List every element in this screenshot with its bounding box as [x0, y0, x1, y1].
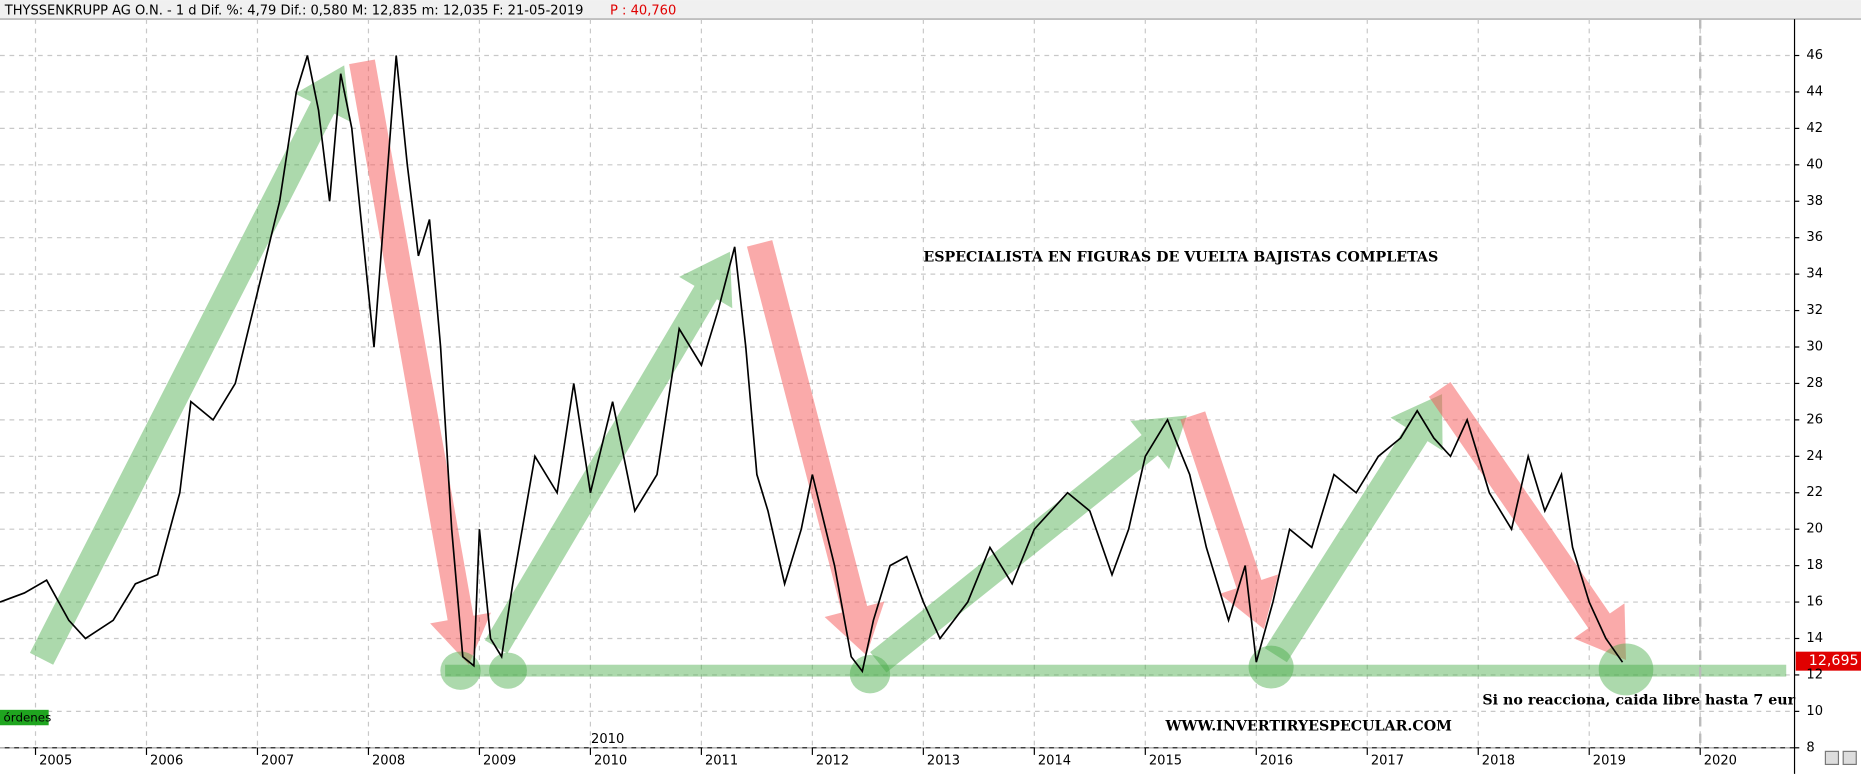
orders-button[interactable] [0, 709, 49, 726]
annotation: WWW.INVERTIRYESPECULAR.COM [1164, 718, 1452, 734]
x-tick-label: 2010 [594, 753, 627, 768]
y-tick-label: 8 [1806, 740, 1814, 755]
y-tick-label: 22 [1806, 485, 1823, 500]
y-tick-label: 38 [1806, 194, 1823, 209]
y-tick-label: 34 [1806, 267, 1823, 282]
y-tick-label: 30 [1806, 340, 1823, 355]
y-tick-label: 18 [1806, 558, 1823, 573]
x-tick-label: 2013 [927, 753, 960, 768]
x-tick-label: 2017 [1371, 753, 1404, 768]
bottom-circle [440, 651, 481, 690]
x-tick-label: 2012 [816, 753, 849, 768]
bottom-circle [1248, 645, 1294, 689]
price-line [0, 55, 1624, 674]
last-price-box [1795, 651, 1861, 671]
x-tick-label: 2015 [1149, 753, 1182, 768]
x-tick-label: 2014 [1038, 753, 1071, 768]
x-tick-label: 2006 [150, 753, 183, 768]
bottom-circle [488, 652, 527, 689]
trend-arrow [1180, 411, 1279, 630]
y-tick-label: 10 [1806, 704, 1823, 719]
support-band [445, 664, 1787, 677]
drawings [29, 19, 1787, 748]
y-tick-label: 14 [1806, 631, 1823, 646]
trend-arrow [1264, 394, 1443, 663]
y-tick-label: 26 [1806, 412, 1823, 427]
toolbar-button[interactable] [1842, 750, 1857, 766]
y-tick-label: 24 [1806, 449, 1823, 464]
trend-arrow [746, 240, 885, 656]
series [0, 55, 1624, 674]
x-tick-label: 2016 [1260, 753, 1293, 768]
trend-arrow [1428, 381, 1627, 660]
y-tick-label: 16 [1806, 595, 1823, 610]
y-tick-label: 28 [1806, 376, 1823, 391]
y-tick-label: 36 [1806, 230, 1823, 245]
trend-arrow [29, 65, 351, 665]
y-tick-label: 32 [1806, 303, 1823, 318]
x-tick-label: 2011 [705, 753, 738, 768]
bottom-circle [849, 655, 891, 694]
x-marker-label: 2010 [591, 732, 624, 747]
header-text: THYSSENKRUPP AG O.N. - 1 d Dif. %: 4,79 … [4, 3, 584, 18]
y-tick-label: 12 [1806, 667, 1823, 682]
y-tick-label: 46 [1806, 48, 1823, 63]
last-price-label: 12,695 [1809, 653, 1859, 669]
annotation: ESPECIALISTA EN FIGURAS DE VUELTA BAJIST… [923, 250, 1438, 266]
bottom-circle [1598, 643, 1654, 696]
x-tick-label: 2008 [372, 753, 405, 768]
y-tick-label: 20 [1806, 522, 1823, 537]
orders-label[interactable]: órdenes [4, 711, 52, 725]
x-tick-label: 2019 [1593, 753, 1626, 768]
header-price: P : 40,760 [610, 3, 676, 18]
y-tick-label: 42 [1806, 121, 1823, 136]
x-tick-label: 2005 [39, 753, 72, 768]
x-tick-label: 2009 [483, 753, 516, 768]
grid [0, 19, 1795, 749]
x-tick-label: 2018 [1482, 753, 1515, 768]
y-tick-label: 40 [1806, 157, 1823, 172]
x-tick-label: 2020 [1704, 753, 1737, 768]
y-tick-label: 44 [1806, 84, 1823, 99]
x-tick-label: 2007 [261, 753, 294, 768]
annotation: Si no reacciona, caida libre hasta 7 eur [1482, 692, 1795, 708]
toolbar-button[interactable] [1824, 750, 1840, 766]
trend-arrow [484, 251, 733, 654]
header-bar [0, 0, 1861, 20]
